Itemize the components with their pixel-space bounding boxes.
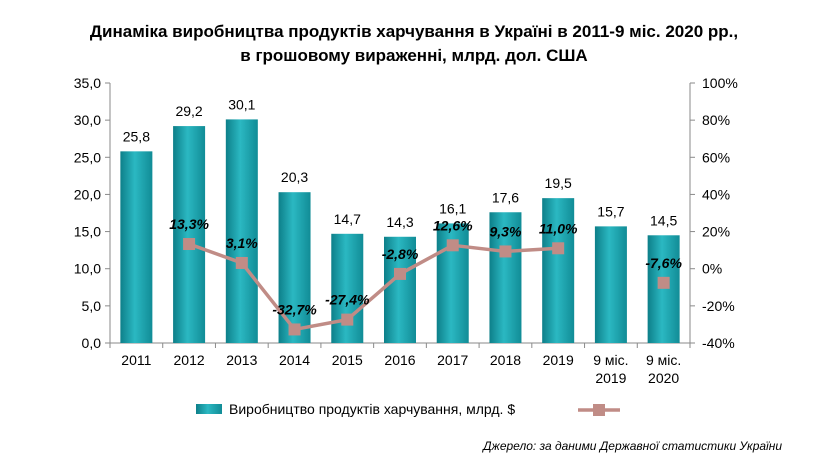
growth-marker [341, 313, 354, 326]
x-tick-label: 9 міс. [646, 352, 681, 368]
growth-label: 11,0% [539, 220, 578, 236]
bar-value-label: 19,5 [545, 175, 572, 191]
x-tick-label: 2019 [595, 370, 626, 386]
x-axis-ticks: 2011 2012 2013 2014 2015 2016 2017 2018 2019 9 мі… [109, 343, 691, 386]
growth-label: 9,3% [489, 223, 521, 239]
legend: Виробництво продуктів харчування, млрд. … [196, 401, 620, 417]
x-tick-label: 2018 [490, 352, 521, 368]
chart-title-line-2: в грошовому вираженні, млрд. дол. США [240, 46, 587, 65]
growth-label: -2,8% [382, 246, 419, 262]
legend-bar-swatch [196, 404, 222, 414]
legend-bar-label: Виробництво продуктів харчування, млрд. … [229, 401, 515, 417]
growth-marker [394, 267, 406, 280]
x-tick-label: 2020 [648, 370, 679, 386]
bar-value-label: 30,1 [228, 96, 255, 112]
x-tick-label: 2013 [226, 352, 257, 368]
left-axis-ticks: 0,0 5,0 10,0 15,0 20,0 25,0 30,0 35,0 [74, 75, 110, 351]
bar-value-label: 25,8 [123, 128, 150, 144]
bar [384, 236, 416, 343]
growth-marker [499, 245, 512, 258]
line-labels: 13,3% 3,1% -32,7% -27,4% -2,8% 12,6% 9,3% 11,0%… [169, 216, 682, 317]
right-tick-label: 100% [702, 75, 738, 91]
bar-value-label: 16,1 [439, 200, 466, 216]
growth-label: 3,1% [226, 235, 258, 251]
left-tick-label: 5,0 [82, 298, 102, 314]
growth-marker [235, 256, 248, 269]
bar [278, 192, 311, 343]
x-tick-label: 2019 [543, 352, 574, 368]
left-tick-label: 25,0 [74, 149, 101, 165]
growth-label: -27,4% [325, 292, 370, 308]
growth-label: 12,6% [433, 217, 473, 233]
bar [120, 151, 153, 343]
left-tick-label: 15,0 [74, 224, 101, 240]
x-tick-label: 2014 [279, 352, 310, 368]
left-tick-label: 0,0 [82, 335, 102, 351]
x-tick-label: 2017 [437, 352, 468, 368]
x-tick-label: 2015 [332, 352, 363, 368]
right-tick-label: 20% [702, 224, 730, 240]
growth-marker [552, 242, 565, 255]
chart-title-line-1: Динаміка виробництва продуктів харчуванн… [90, 22, 738, 41]
bar [594, 226, 627, 343]
bar [225, 119, 258, 344]
bar-labels: 25,8 29,2 30,1 20,3 14,7 14,3 16,1 17,6 19,5 15,7… [123, 96, 678, 229]
right-tick-label: 40% [702, 186, 730, 202]
growth-line [189, 244, 664, 329]
x-tick-label: 9 міс. [593, 352, 628, 368]
right-axis-ticks: -40% -20% 0% 20% 40% 60% 80% 100% [690, 75, 738, 351]
bar [489, 212, 522, 343]
bar-value-label: 14,3 [386, 214, 413, 230]
x-tick-label: 2012 [174, 352, 205, 368]
right-tick-label: -20% [702, 298, 735, 314]
left-tick-label: 10,0 [74, 261, 101, 277]
x-tick-label: 2016 [384, 352, 415, 368]
bars [120, 119, 680, 344]
bar-value-label: 14,7 [334, 211, 361, 227]
bar-value-label: 14,5 [650, 212, 677, 228]
growth-label: -7,6% [645, 255, 682, 271]
left-tick-label: 35,0 [74, 75, 101, 91]
bar-value-label: 29,2 [175, 103, 202, 119]
right-tick-label: -40% [702, 335, 735, 351]
bar [173, 126, 206, 343]
growth-marker [657, 276, 670, 289]
growth-label: 13,3% [169, 216, 209, 232]
right-tick-label: 0% [702, 261, 722, 277]
growth-label: -32,7% [272, 301, 317, 317]
bar-value-label: 15,7 [597, 203, 624, 219]
growth-marker [288, 323, 301, 336]
right-tick-label: 60% [702, 149, 730, 165]
legend-line-marker [593, 404, 605, 416]
bar-value-label: 17,6 [492, 189, 519, 205]
bar-value-label: 20,3 [281, 169, 308, 185]
bar [647, 235, 680, 343]
right-tick-label: 80% [702, 112, 730, 128]
line-series [183, 238, 670, 336]
bar [331, 233, 364, 343]
x-tick-label: 2011 [121, 352, 151, 368]
source-note: Джерело: за даними Державної статистики … [481, 439, 782, 453]
growth-marker [446, 239, 459, 252]
growth-marker [183, 238, 196, 251]
bar [542, 198, 575, 343]
left-tick-label: 20,0 [74, 186, 101, 202]
left-tick-label: 30,0 [74, 112, 101, 128]
